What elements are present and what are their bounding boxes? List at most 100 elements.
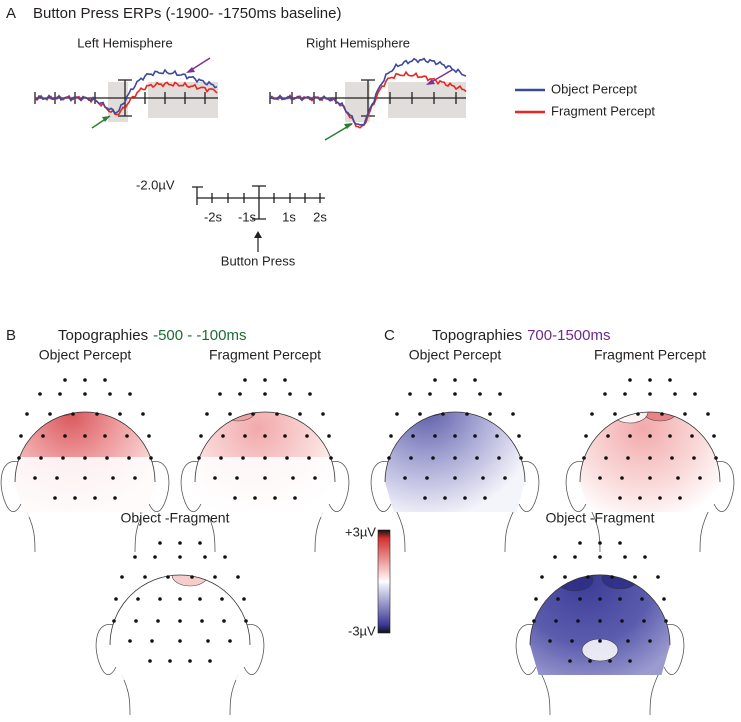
electrode — [222, 619, 226, 623]
electrode — [483, 496, 487, 500]
electrode — [285, 456, 289, 460]
electrode — [83, 392, 87, 396]
arrow-head — [344, 123, 353, 129]
panel-b: B Topographies -500 - -100ms — [6, 327, 246, 344]
electrode — [73, 496, 77, 500]
electrode — [308, 392, 312, 396]
map-title: Fragment Percept — [209, 347, 321, 363]
electrode — [103, 378, 107, 382]
electrode — [298, 412, 302, 416]
electrode — [548, 639, 552, 643]
electrode — [53, 496, 57, 500]
electrode — [633, 575, 637, 579]
electrode — [168, 659, 172, 663]
electrode — [228, 412, 232, 416]
electrode — [620, 619, 624, 623]
electrode — [636, 412, 640, 416]
electrode — [221, 434, 225, 438]
panel-c: C Topographies 700-1500ms — [384, 327, 610, 344]
electrode — [263, 378, 267, 382]
scalp-outline — [384, 411, 526, 483]
electrode — [481, 476, 485, 480]
electrode — [205, 412, 209, 416]
electrode — [517, 434, 521, 438]
electrode — [113, 496, 117, 500]
electrode — [38, 392, 42, 396]
electrode — [676, 476, 680, 480]
electrode — [220, 597, 224, 601]
electrode — [111, 476, 115, 480]
electrode — [198, 541, 202, 545]
electrode — [71, 412, 75, 416]
electrode — [114, 597, 118, 601]
electrode — [203, 555, 207, 559]
scale-tick: -1s — [238, 209, 257, 224]
legend-label: Fragment Percept — [551, 103, 655, 118]
electrode — [275, 412, 279, 416]
electrode — [83, 378, 87, 382]
electrode — [642, 619, 646, 623]
electrode — [618, 597, 622, 601]
electrode — [673, 392, 677, 396]
electrode — [588, 659, 592, 663]
electrode — [283, 378, 287, 382]
electrode — [453, 456, 457, 460]
electrode — [465, 412, 469, 416]
electrode — [197, 456, 201, 460]
electrode — [133, 476, 137, 480]
colorbar-scale — [377, 529, 391, 634]
electrode — [475, 456, 479, 460]
electrode — [598, 597, 602, 601]
electrode — [714, 456, 718, 460]
scalp-outline — [14, 411, 156, 483]
electrode — [178, 555, 182, 559]
electrode — [623, 392, 627, 396]
electrode — [305, 434, 309, 438]
electrode — [648, 378, 652, 382]
legend-label: Object Percept — [551, 81, 637, 96]
electrode — [63, 378, 67, 382]
electrode — [433, 434, 437, 438]
electrode — [628, 659, 632, 663]
scale-tick: 2s — [313, 209, 327, 224]
electrode — [658, 496, 662, 500]
arrow-head — [254, 231, 262, 238]
map-title: Object Percept — [39, 347, 132, 363]
electrode — [648, 456, 652, 460]
panel-title: Topographies — [58, 327, 148, 344]
panel-a: A Button Press ERPs (-1900- -1750ms base… — [6, 5, 655, 268]
electrode — [656, 575, 660, 579]
traces — [34, 57, 467, 129]
electrode — [608, 659, 612, 663]
electrode — [228, 639, 232, 643]
electrode — [39, 456, 43, 460]
electrode — [428, 392, 432, 396]
electrode — [453, 392, 457, 396]
electrode — [263, 434, 267, 438]
electrode — [150, 639, 154, 643]
electrode — [112, 619, 116, 623]
electrode — [223, 555, 227, 559]
electrode — [291, 476, 295, 480]
time-window: -500 - -100ms — [153, 327, 246, 344]
electrode — [570, 639, 574, 643]
contour — [219, 411, 257, 422]
subplot-title: Right Hemisphere — [306, 35, 410, 50]
electrode — [95, 412, 99, 416]
electrode — [188, 659, 192, 663]
panel-label: C — [384, 327, 395, 344]
electrode — [147, 434, 151, 438]
scalp-outline — [109, 574, 251, 646]
electrode — [213, 575, 217, 579]
electrode — [540, 575, 544, 579]
electrode — [606, 434, 610, 438]
electrode — [233, 496, 237, 500]
map-title: Fragment Percept — [594, 347, 706, 363]
electrode — [387, 456, 391, 460]
electrode — [153, 555, 157, 559]
electrode — [178, 639, 182, 643]
electrode — [648, 639, 652, 643]
electrode — [166, 575, 170, 579]
electrode — [433, 378, 437, 382]
electrode — [395, 412, 399, 416]
